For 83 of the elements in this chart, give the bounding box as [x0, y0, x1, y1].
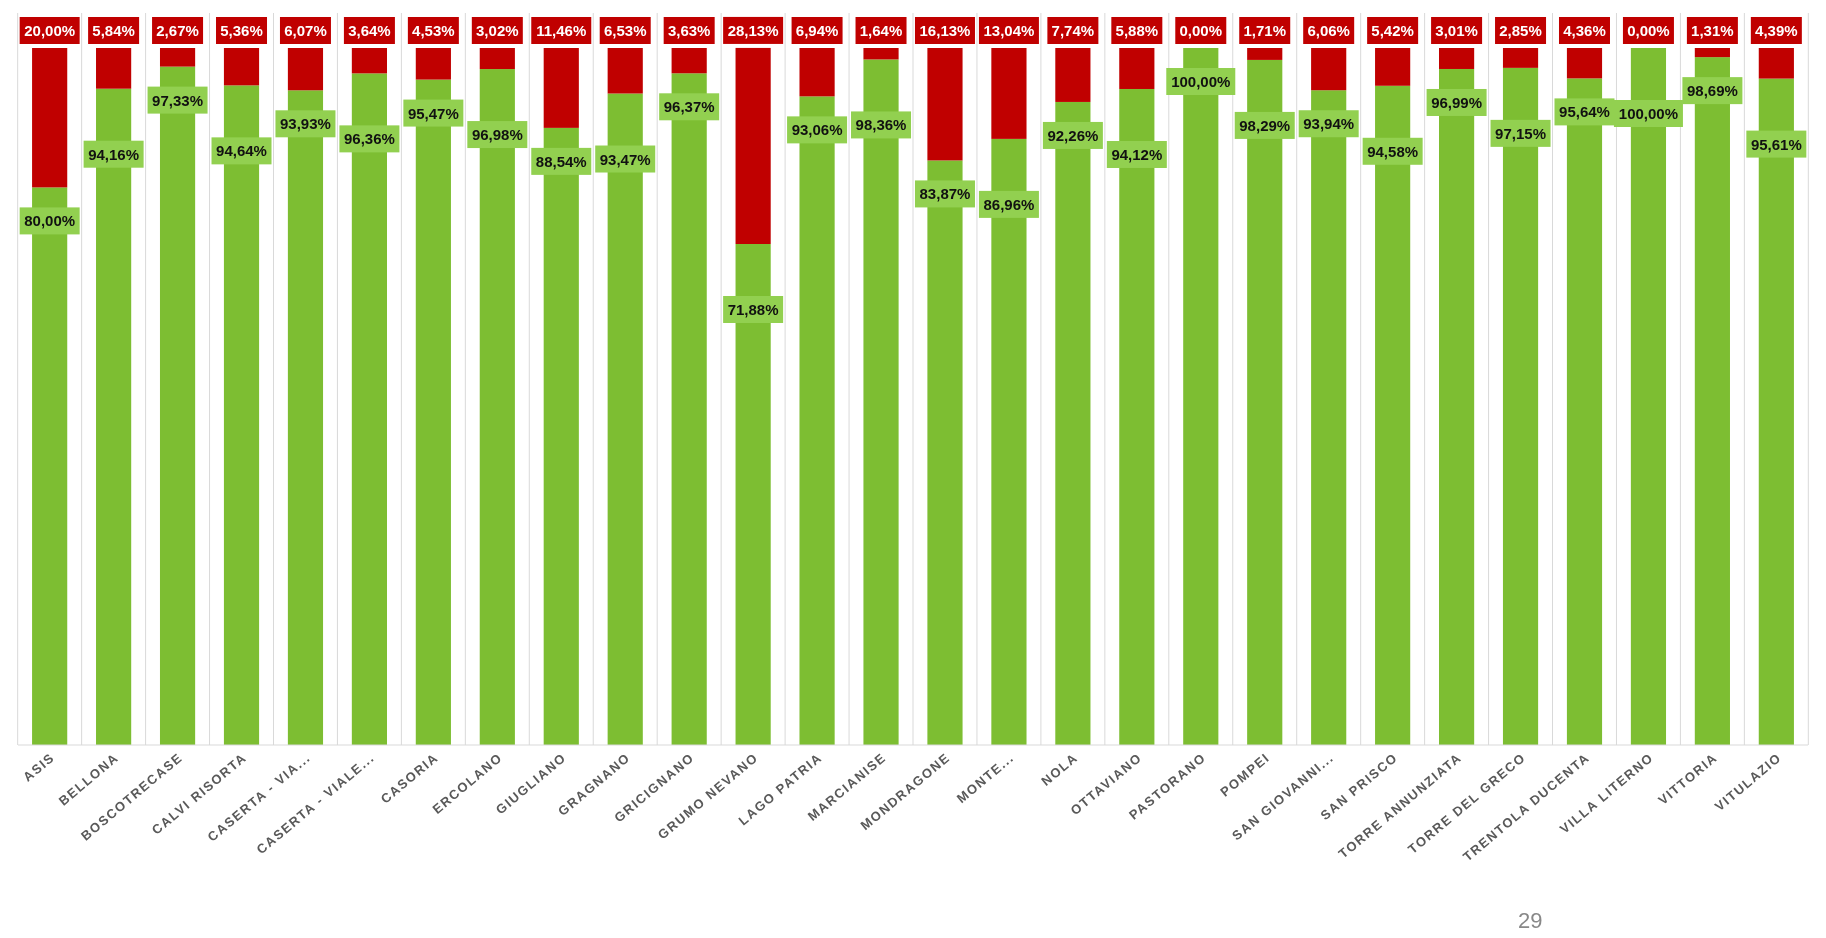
data-label: 96,99%	[1431, 93, 1483, 111]
data-label: 5,36%	[220, 22, 263, 39]
data-label: 1,64%	[859, 22, 903, 39]
data-label: 1,31%	[1691, 22, 1734, 39]
data-label: 93,06%	[791, 121, 843, 139]
data-label: 13,04%	[983, 22, 1035, 39]
data-label: 93,93%	[280, 115, 331, 133]
bar	[415, 48, 451, 80]
bar	[607, 48, 643, 94]
data-label: 20,00%	[24, 22, 76, 39]
data-label: 3,63%	[667, 22, 711, 39]
bar	[1247, 48, 1283, 60]
data-label: 71,88%	[727, 301, 779, 318]
data-label: 88,54%	[535, 152, 587, 170]
data-label: 94,16%	[88, 145, 140, 163]
data-label: 0,00%	[1627, 22, 1670, 39]
data-label: 4,53%	[412, 22, 455, 39]
bar	[351, 48, 387, 74]
bar	[1502, 48, 1539, 68]
data-label: 100,00%	[1171, 73, 1231, 90]
bar	[1439, 48, 1475, 69]
bar	[32, 48, 68, 188]
data-label: 96,36%	[343, 130, 395, 148]
bar	[863, 48, 899, 60]
data-label: 98,29%	[1239, 116, 1291, 134]
data-label: 6,94%	[795, 22, 839, 39]
data-label: 3,64%	[348, 22, 391, 39]
data-label: 5,88%	[1115, 22, 1159, 39]
data-label: 11,46%	[536, 22, 587, 39]
data-label: 7,74%	[1051, 22, 1095, 39]
bar	[799, 48, 835, 97]
data-label: 97,15%	[1495, 124, 1546, 142]
data-label: 93,94%	[1303, 115, 1355, 133]
data-label: 96,37%	[663, 98, 715, 116]
data-label: 98,69%	[1686, 82, 1738, 100]
data-label: 94,64%	[216, 142, 267, 160]
bar	[223, 48, 260, 86]
data-label: 0,00%	[1179, 22, 1223, 39]
data-label: 100,00%	[1618, 105, 1679, 122]
data-label: 95,47%	[407, 104, 459, 122]
data-label: 16,13%	[919, 22, 971, 39]
data-label: 92,26%	[1047, 126, 1099, 144]
data-label: 94,12%	[1111, 145, 1163, 163]
bar	[1566, 48, 1603, 79]
data-label: 2,67%	[156, 22, 199, 39]
bar	[991, 48, 1027, 139]
bar	[671, 48, 707, 74]
bar	[159, 48, 196, 67]
bar	[543, 48, 579, 128]
data-label: 5,42%	[1371, 22, 1414, 39]
data-label: 93,47%	[599, 150, 651, 168]
bar	[1311, 48, 1347, 91]
bar	[479, 48, 515, 70]
bar	[1119, 48, 1155, 89]
data-label: 4,39%	[1755, 22, 1798, 39]
bar	[1055, 48, 1091, 102]
data-label: 83,87%	[919, 185, 971, 203]
data-label: 3,02%	[476, 22, 519, 39]
data-label: 28,13%	[727, 21, 779, 39]
data-label: 86,96%	[983, 195, 1035, 213]
bar	[1694, 48, 1730, 58]
data-label: 2,85%	[1499, 22, 1542, 39]
bar	[735, 47, 771, 244]
bar	[927, 48, 963, 161]
data-label: 6,07%	[284, 22, 327, 39]
data-label: 97,33%	[152, 91, 203, 109]
data-label: 1,71%	[1243, 22, 1287, 39]
data-label: 80,00%	[24, 212, 76, 230]
data-label: 96,98%	[471, 126, 523, 144]
data-label: 94,58%	[1367, 142, 1419, 160]
data-label: 95,64%	[1559, 103, 1610, 121]
data-label: 6,53%	[603, 22, 647, 39]
data-label: 5,84%	[92, 22, 135, 39]
text: 29	[1518, 908, 1543, 933]
data-label: 95,61%	[1750, 135, 1802, 153]
bar	[96, 48, 132, 89]
bar	[1375, 48, 1411, 86]
data-label: 3,01%	[1435, 22, 1478, 39]
bar	[1758, 48, 1794, 79]
data-label: 6,06%	[1307, 22, 1350, 39]
bar	[287, 48, 324, 91]
data-label: 98,36%	[855, 116, 907, 134]
data-label: 4,36%	[1563, 22, 1606, 39]
